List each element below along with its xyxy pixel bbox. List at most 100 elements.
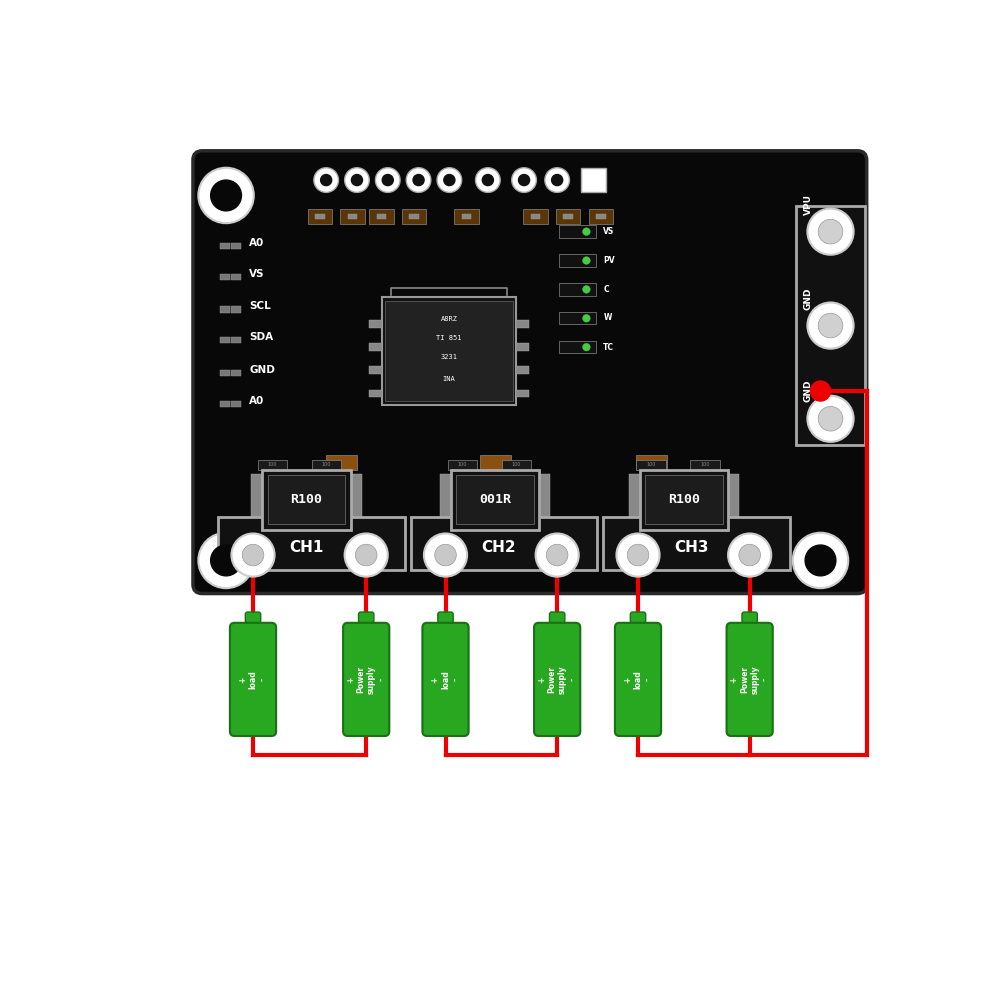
Text: GND: GND <box>249 365 275 375</box>
Bar <box>312 460 341 470</box>
Text: GND: GND <box>804 287 813 310</box>
Bar <box>231 243 241 249</box>
Text: A0: A0 <box>249 396 264 406</box>
Circle shape <box>355 544 377 566</box>
Circle shape <box>314 168 338 192</box>
Circle shape <box>793 533 848 588</box>
Circle shape <box>435 544 456 566</box>
Text: W: W <box>603 313 612 322</box>
Circle shape <box>546 544 568 566</box>
Circle shape <box>728 533 771 577</box>
Text: CH2: CH2 <box>481 540 516 555</box>
Text: A8RZ: A8RZ <box>440 316 457 322</box>
Bar <box>308 209 332 224</box>
Bar <box>589 209 613 224</box>
Circle shape <box>545 168 569 192</box>
Bar <box>220 370 230 376</box>
Bar <box>231 401 241 407</box>
Text: VS: VS <box>603 227 615 236</box>
Bar <box>456 475 534 524</box>
Text: +
Power
supply
-: + Power supply - <box>537 665 577 694</box>
FancyBboxPatch shape <box>727 623 773 736</box>
Text: +
Power
supply
-: + Power supply - <box>346 665 386 694</box>
Circle shape <box>805 545 836 576</box>
Text: 100: 100 <box>458 462 467 467</box>
Circle shape <box>616 533 660 577</box>
Bar <box>636 455 667 470</box>
Circle shape <box>512 168 536 192</box>
Text: 3231: 3231 <box>440 354 457 360</box>
Bar <box>340 209 365 224</box>
Bar <box>385 301 512 401</box>
Text: +
load
-: + load - <box>431 670 460 689</box>
Text: VPU: VPU <box>804 194 813 215</box>
Bar <box>559 341 596 353</box>
Text: C: C <box>603 285 609 294</box>
Circle shape <box>198 168 254 223</box>
FancyBboxPatch shape <box>245 612 261 623</box>
Bar <box>640 470 728 530</box>
Circle shape <box>444 175 455 186</box>
Circle shape <box>583 286 590 293</box>
Text: SCL: SCL <box>249 301 271 311</box>
Bar <box>516 366 529 374</box>
Circle shape <box>810 381 831 401</box>
Bar <box>559 225 596 238</box>
Text: CH1: CH1 <box>289 540 323 555</box>
Bar <box>559 312 596 324</box>
Circle shape <box>413 175 424 186</box>
Circle shape <box>552 175 563 186</box>
Circle shape <box>807 396 854 442</box>
Bar <box>326 455 357 470</box>
Text: VS: VS <box>249 269 265 279</box>
Bar <box>480 455 511 470</box>
Bar <box>409 214 419 219</box>
Bar <box>645 475 723 524</box>
Text: R100: R100 <box>668 493 700 506</box>
Circle shape <box>476 168 500 192</box>
Bar <box>559 283 596 296</box>
FancyBboxPatch shape <box>630 612 646 623</box>
Bar <box>462 214 471 219</box>
Text: 100: 100 <box>646 462 656 467</box>
Bar <box>636 460 666 470</box>
Bar <box>581 168 606 192</box>
Bar <box>516 343 529 351</box>
Circle shape <box>583 314 590 322</box>
Bar <box>603 517 790 570</box>
Bar <box>596 214 606 219</box>
FancyBboxPatch shape <box>193 151 867 594</box>
Text: TI 851: TI 851 <box>436 335 462 341</box>
Circle shape <box>482 175 493 186</box>
FancyBboxPatch shape <box>549 612 565 623</box>
Circle shape <box>807 302 854 349</box>
Bar <box>231 306 241 312</box>
Circle shape <box>807 209 854 255</box>
Bar <box>382 297 516 405</box>
Circle shape <box>627 544 649 566</box>
Text: CH3: CH3 <box>674 540 708 555</box>
Bar <box>411 517 597 570</box>
Text: PV: PV <box>603 256 615 265</box>
Bar <box>402 209 426 224</box>
Bar <box>369 366 382 374</box>
Bar <box>258 460 287 470</box>
Bar <box>690 460 720 470</box>
FancyBboxPatch shape <box>422 623 469 736</box>
Bar <box>502 460 531 470</box>
Circle shape <box>406 168 431 192</box>
Bar <box>516 389 529 397</box>
Circle shape <box>818 313 843 338</box>
Bar <box>556 209 580 224</box>
Bar <box>348 214 357 219</box>
Circle shape <box>211 545 241 576</box>
Circle shape <box>375 168 400 192</box>
Circle shape <box>382 175 393 186</box>
Text: 100: 100 <box>700 462 710 467</box>
Circle shape <box>739 544 760 566</box>
Bar <box>377 214 386 219</box>
FancyBboxPatch shape <box>534 623 580 736</box>
Bar <box>268 475 345 524</box>
Circle shape <box>211 180 241 211</box>
Circle shape <box>424 533 467 577</box>
